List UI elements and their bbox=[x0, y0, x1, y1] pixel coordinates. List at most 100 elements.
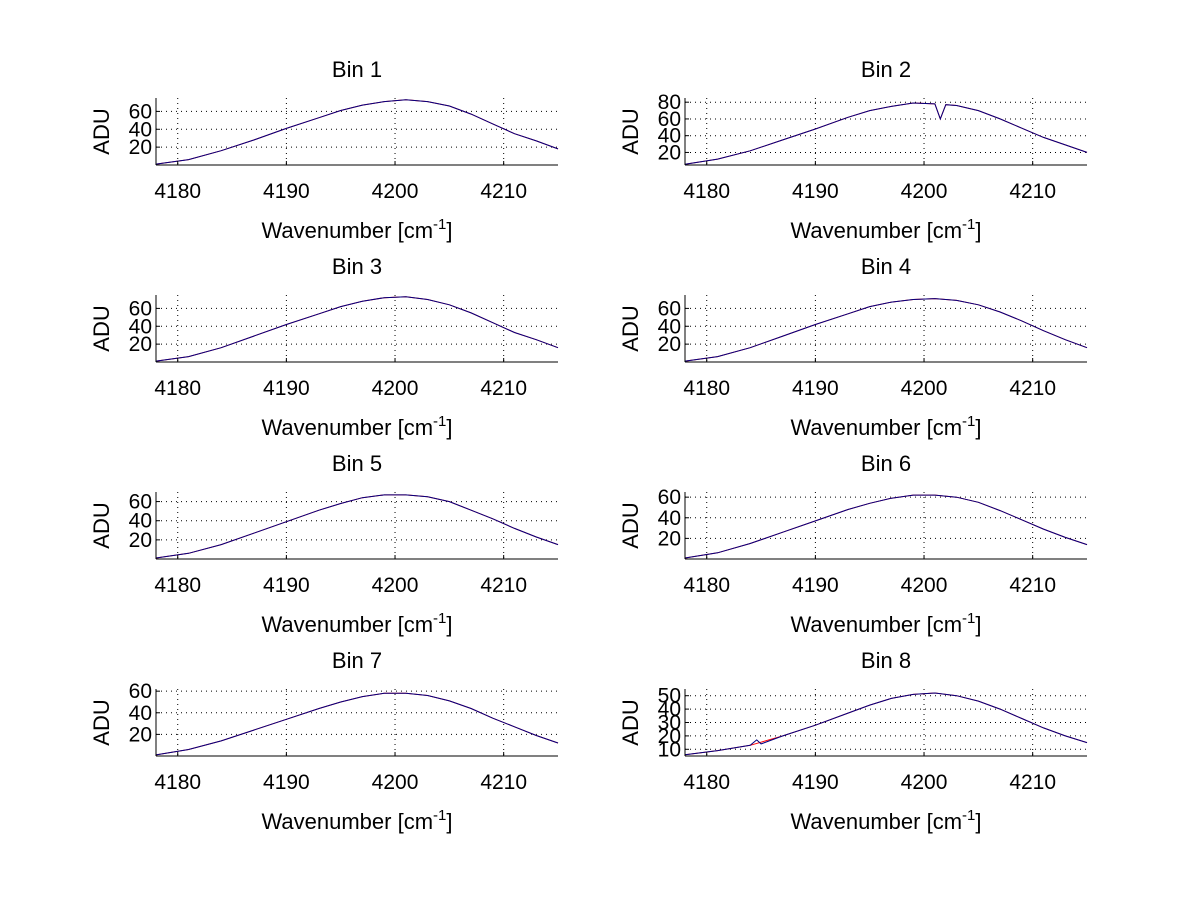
y-axis-label: ADU bbox=[89, 305, 114, 351]
y-tick-label: 60 bbox=[658, 486, 681, 509]
x-axis-label-suffix: ] bbox=[446, 415, 452, 440]
x-tick-label: 4180 bbox=[683, 771, 730, 794]
y-tick-label: 20 bbox=[129, 136, 152, 159]
series-line bbox=[684, 692, 1088, 756]
y-axis-label: ADU bbox=[618, 699, 643, 745]
y-tick-label: 40 bbox=[658, 125, 681, 148]
panel-title: Bin 1 bbox=[332, 57, 382, 82]
x-tick-label: 4210 bbox=[1009, 180, 1056, 203]
panel-title: Bin 5 bbox=[332, 451, 382, 476]
x-axis-label-text: Wavenumber [cm bbox=[261, 612, 433, 637]
y-tick-label: 60 bbox=[129, 491, 152, 514]
x-axis-label-superscript: -1 bbox=[962, 610, 975, 627]
x-axis-label-text: Wavenumber [cm bbox=[261, 415, 433, 440]
series-line bbox=[155, 494, 559, 559]
x-axis-label-suffix: ] bbox=[975, 415, 981, 440]
x-axis-label-text: Wavenumber [cm bbox=[790, 218, 962, 243]
x-axis-label-text: Wavenumber [cm bbox=[790, 809, 962, 834]
y-tick-label: 40 bbox=[658, 315, 681, 338]
x-axis-label: Wavenumber [cm-1] bbox=[261, 610, 452, 637]
panel-title: Bin 4 bbox=[861, 254, 911, 279]
y-tick-label: 40 bbox=[129, 702, 152, 725]
series-line bbox=[155, 692, 559, 756]
x-axis-label-suffix: ] bbox=[446, 218, 452, 243]
x-axis-label-superscript: -1 bbox=[962, 216, 975, 233]
x-tick-label: 4190 bbox=[792, 574, 839, 597]
y-tick-label: 40 bbox=[129, 118, 152, 141]
y-axis-label: ADU bbox=[89, 108, 114, 154]
x-tick-label: 4200 bbox=[372, 574, 419, 597]
x-axis-label-suffix: ] bbox=[446, 612, 452, 637]
y-axis-label: ADU bbox=[89, 502, 114, 548]
x-tick-label: 4210 bbox=[1009, 771, 1056, 794]
series-line bbox=[155, 99, 559, 165]
x-axis-label-suffix: ] bbox=[446, 809, 452, 834]
x-tick-label: 4180 bbox=[154, 180, 201, 203]
y-tick-label: 30 bbox=[658, 712, 681, 735]
x-tick-label: 4200 bbox=[901, 180, 948, 203]
x-axis-label-suffix: ] bbox=[975, 218, 981, 243]
x-tick-label: 4200 bbox=[901, 377, 948, 400]
y-tick-label: 60 bbox=[129, 297, 152, 320]
x-axis-label: Wavenumber [cm-1] bbox=[790, 413, 981, 440]
x-tick-label: 4210 bbox=[480, 377, 527, 400]
y-axis-label: ADU bbox=[618, 305, 643, 351]
series-line bbox=[155, 296, 559, 362]
x-tick-label: 4180 bbox=[683, 180, 730, 203]
x-axis-label-superscript: -1 bbox=[433, 610, 446, 627]
x-tick-label: 4190 bbox=[263, 771, 310, 794]
y-tick-label: 60 bbox=[129, 680, 152, 703]
x-axis-label-text: Wavenumber [cm bbox=[261, 809, 433, 834]
x-tick-label: 4190 bbox=[263, 574, 310, 597]
x-tick-label: 4210 bbox=[480, 771, 527, 794]
x-tick-label: 4190 bbox=[792, 377, 839, 400]
x-tick-label: 4210 bbox=[480, 180, 527, 203]
series-line bbox=[155, 692, 559, 756]
x-axis-label: Wavenumber [cm-1] bbox=[790, 216, 981, 243]
y-tick-label: 20 bbox=[658, 333, 681, 356]
y-tick-label: 40 bbox=[129, 510, 152, 533]
y-tick-label: 40 bbox=[129, 315, 152, 338]
x-axis-label-text: Wavenumber [cm bbox=[261, 218, 433, 243]
x-axis-label-superscript: -1 bbox=[962, 413, 975, 430]
panel-title: Bin 8 bbox=[861, 648, 911, 673]
series-line bbox=[684, 102, 1088, 165]
series-line bbox=[684, 298, 1088, 362]
x-tick-label: 4200 bbox=[372, 771, 419, 794]
y-tick-label: 60 bbox=[129, 100, 152, 123]
panel-title: Bin 3 bbox=[332, 254, 382, 279]
x-tick-label: 4200 bbox=[372, 180, 419, 203]
x-axis-label-superscript: -1 bbox=[433, 216, 446, 233]
x-axis-label-suffix: ] bbox=[975, 809, 981, 834]
y-tick-label: 20 bbox=[658, 141, 681, 164]
x-axis-label: Wavenumber [cm-1] bbox=[790, 807, 981, 834]
x-axis-label-text: Wavenumber [cm bbox=[790, 415, 962, 440]
x-tick-label: 4180 bbox=[154, 771, 201, 794]
y-axis-label: ADU bbox=[618, 108, 643, 154]
series-line bbox=[155, 296, 559, 362]
panel-title: Bin 2 bbox=[861, 57, 911, 82]
series-line bbox=[155, 99, 559, 165]
x-tick-label: 4190 bbox=[792, 771, 839, 794]
x-tick-label: 4210 bbox=[1009, 574, 1056, 597]
x-tick-label: 4180 bbox=[154, 574, 201, 597]
panel-title: Bin 6 bbox=[861, 451, 911, 476]
series-line bbox=[155, 494, 559, 559]
y-tick-label: 60 bbox=[658, 108, 681, 131]
x-tick-label: 4180 bbox=[683, 377, 730, 400]
series-line bbox=[684, 692, 1088, 756]
y-tick-label: 20 bbox=[129, 723, 152, 746]
x-axis-label: Wavenumber [cm-1] bbox=[790, 610, 981, 637]
series-line bbox=[684, 494, 1088, 559]
y-tick-label: 40 bbox=[658, 698, 681, 721]
y-tick-label: 20 bbox=[129, 529, 152, 552]
x-axis-label-suffix: ] bbox=[975, 612, 981, 637]
